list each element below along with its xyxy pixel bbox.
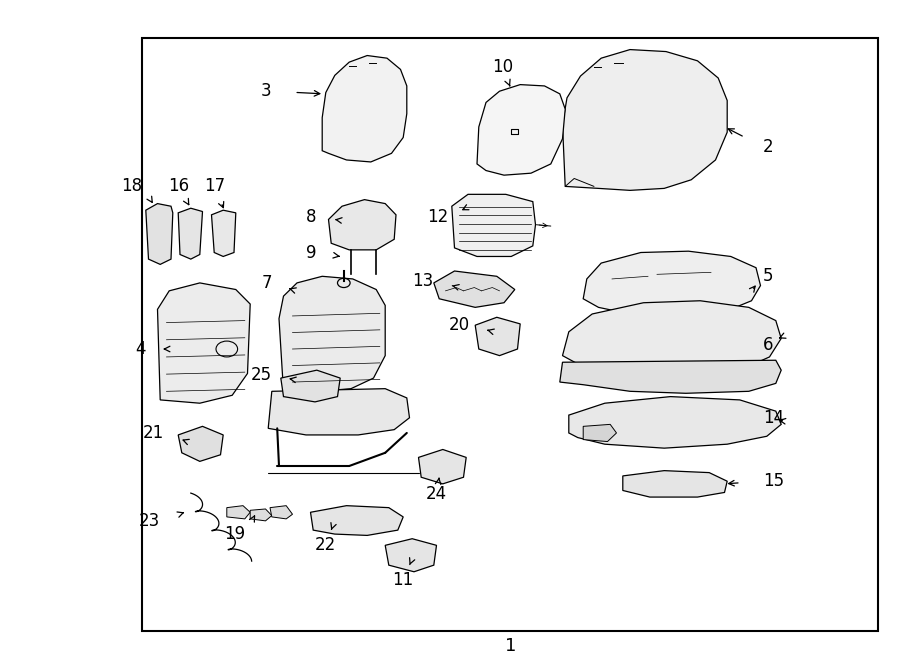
Polygon shape bbox=[212, 210, 236, 256]
Text: 18: 18 bbox=[122, 177, 142, 196]
Text: 22: 22 bbox=[315, 536, 337, 555]
Polygon shape bbox=[418, 449, 466, 484]
Text: 15: 15 bbox=[763, 472, 784, 490]
Polygon shape bbox=[583, 424, 617, 442]
Polygon shape bbox=[178, 208, 202, 259]
Text: 1: 1 bbox=[505, 637, 516, 656]
Polygon shape bbox=[268, 389, 410, 435]
Text: 5: 5 bbox=[763, 267, 774, 286]
Text: 14: 14 bbox=[763, 408, 784, 427]
Polygon shape bbox=[475, 317, 520, 356]
Polygon shape bbox=[250, 509, 272, 521]
Text: 24: 24 bbox=[426, 485, 447, 504]
Text: 13: 13 bbox=[412, 272, 434, 290]
Polygon shape bbox=[477, 85, 565, 175]
Polygon shape bbox=[146, 204, 173, 264]
Text: 3: 3 bbox=[261, 82, 272, 100]
Polygon shape bbox=[560, 360, 781, 393]
Text: 12: 12 bbox=[427, 208, 448, 226]
Text: 21: 21 bbox=[142, 424, 164, 442]
Text: 8: 8 bbox=[306, 208, 317, 226]
Polygon shape bbox=[178, 426, 223, 461]
Polygon shape bbox=[583, 251, 760, 316]
Polygon shape bbox=[279, 276, 385, 391]
Polygon shape bbox=[562, 301, 781, 377]
Polygon shape bbox=[281, 370, 340, 402]
Text: 25: 25 bbox=[251, 366, 272, 385]
Text: 9: 9 bbox=[306, 243, 317, 262]
Text: 11: 11 bbox=[392, 571, 414, 590]
Text: 17: 17 bbox=[203, 177, 225, 196]
Text: 23: 23 bbox=[139, 512, 160, 530]
Text: 16: 16 bbox=[167, 177, 189, 196]
Polygon shape bbox=[310, 506, 403, 535]
Polygon shape bbox=[623, 471, 727, 497]
Polygon shape bbox=[434, 271, 515, 307]
Polygon shape bbox=[385, 539, 436, 572]
Text: 4: 4 bbox=[135, 340, 146, 358]
Text: 6: 6 bbox=[763, 336, 774, 354]
Polygon shape bbox=[270, 506, 292, 519]
Polygon shape bbox=[158, 283, 250, 403]
Polygon shape bbox=[328, 200, 396, 250]
Text: 2: 2 bbox=[763, 137, 774, 156]
Polygon shape bbox=[562, 50, 727, 190]
Polygon shape bbox=[227, 506, 250, 519]
Text: 19: 19 bbox=[224, 525, 245, 543]
Polygon shape bbox=[569, 397, 781, 448]
Text: 20: 20 bbox=[449, 316, 470, 334]
Polygon shape bbox=[322, 56, 407, 162]
Bar bbox=[142, 38, 878, 631]
Text: 7: 7 bbox=[261, 274, 272, 292]
Polygon shape bbox=[452, 194, 536, 256]
Text: 10: 10 bbox=[491, 58, 513, 77]
